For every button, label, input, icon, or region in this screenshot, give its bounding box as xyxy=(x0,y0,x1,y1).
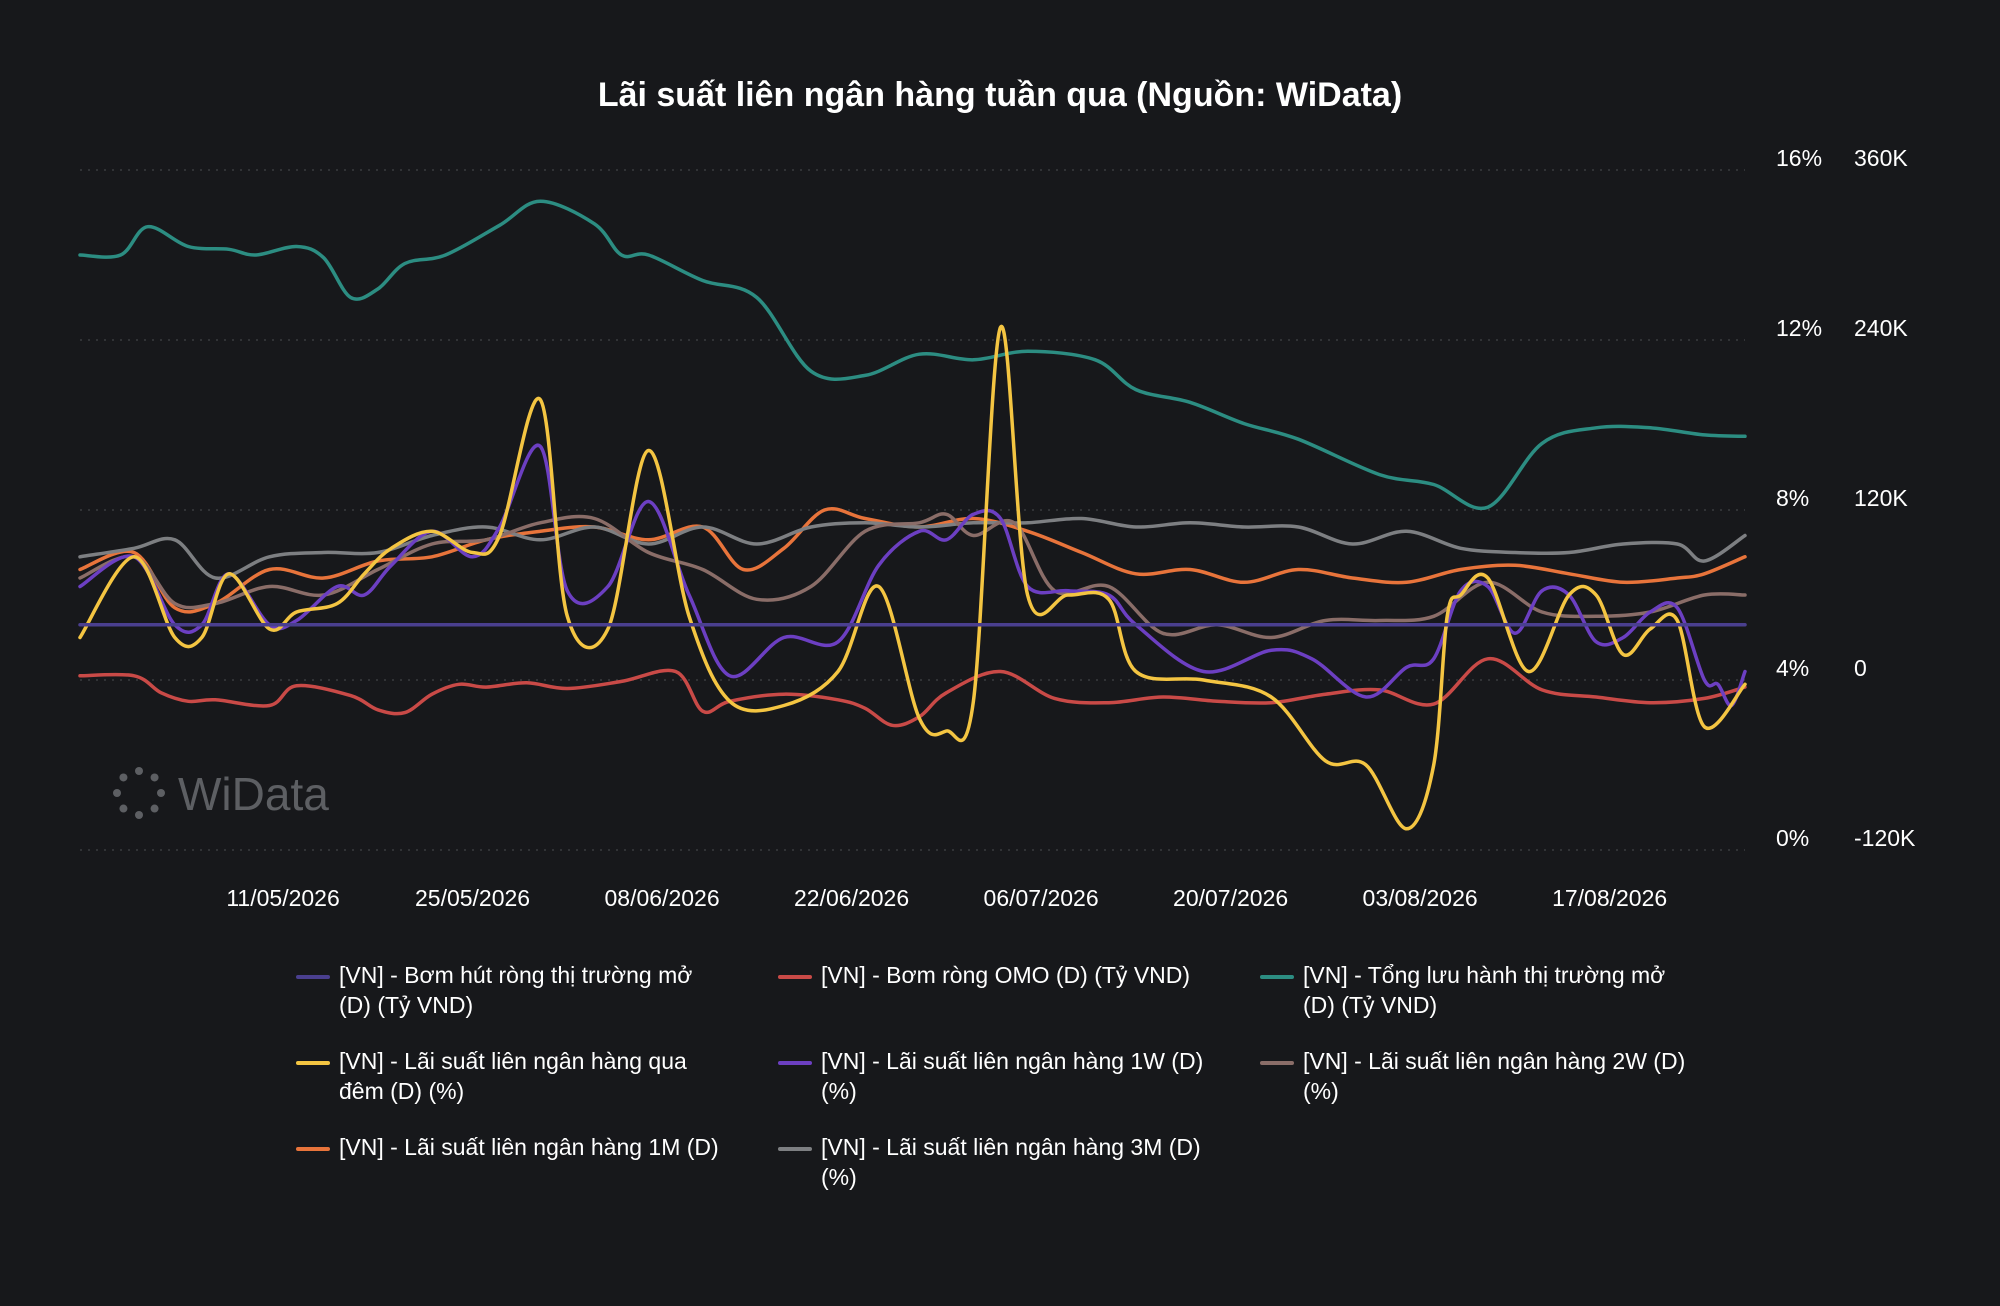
y-tick-right: 240K xyxy=(1854,315,1908,341)
y-tick-left: 0% xyxy=(1776,825,1809,851)
legend-item[interactable]: [VN] - Lãi suất liên ngân hàng 1W (D) (%… xyxy=(778,1046,1260,1106)
legend-swatch xyxy=(1260,1061,1294,1065)
watermark-logo: WiData xyxy=(113,767,329,820)
watermark-dot xyxy=(113,789,121,797)
series-line-1 xyxy=(78,657,1747,728)
legend-swatch xyxy=(778,1061,812,1065)
watermark-dot xyxy=(150,804,159,813)
watermark-dot xyxy=(157,789,165,797)
legend-item[interactable]: [VN] - Tổng lưu hành thị trường mở (D) (… xyxy=(1260,960,1742,1020)
x-tick-label: 08/06/2026 xyxy=(605,885,720,911)
x-axis-labels: 11/05/2026 25/05/2026 08/06/2026 22/06/2026… xyxy=(226,885,1667,911)
y-tick-left: 4% xyxy=(1776,655,1809,681)
series-line-4 xyxy=(78,443,1747,708)
chart-legend: [VN] - Bơm hút ròng thị trường mở (D) (T… xyxy=(296,960,1756,1192)
legend-swatch xyxy=(296,975,330,979)
y-axis-left-labels: 16% 12% 8% 4% 0% xyxy=(1776,145,1822,851)
legend-label: [VN] - Tổng lưu hành thị trường mở (D) (… xyxy=(1303,962,1666,1018)
watermark-dot xyxy=(150,773,159,782)
y-tick-right: 0 xyxy=(1854,655,1867,681)
legend-item[interactable]: [VN] - Lãi suất liên ngân hàng 3M (D) (%… xyxy=(778,1132,1260,1192)
legend-label: [VN] - Lãi suất liên ngân hàng 1M (D) xyxy=(339,1134,719,1160)
x-tick-label: 17/08/2026 xyxy=(1552,885,1667,911)
legend-swatch xyxy=(778,1147,812,1151)
x-tick-label: 06/07/2026 xyxy=(984,885,1099,911)
series-line-5 xyxy=(78,512,1747,640)
watermark-text: WiData xyxy=(178,768,329,820)
legend-label: [VN] - Lãi suất liên ngân hàng 3M (D) (%… xyxy=(821,1134,1201,1190)
series-line-2 xyxy=(78,199,1747,511)
x-tick-label: 20/07/2026 xyxy=(1173,885,1288,911)
legend-label: [VN] - Lãi suất liên ngân hàng 1W (D) (%… xyxy=(821,1048,1204,1104)
watermark-dot xyxy=(135,767,143,775)
legend-swatch xyxy=(778,975,812,979)
y-tick-right: 360K xyxy=(1854,145,1908,171)
series-lines xyxy=(78,199,1747,831)
series-line-6 xyxy=(78,507,1747,614)
legend-item[interactable]: [VN] - Lãi suất liên ngân hàng qua đêm (… xyxy=(296,1046,778,1106)
y-tick-right: 120K xyxy=(1854,485,1908,511)
legend-swatch xyxy=(1260,975,1294,979)
x-tick-label: 11/05/2026 xyxy=(226,885,339,911)
y-tick-right: -120K xyxy=(1854,825,1916,851)
y-tick-left: 12% xyxy=(1776,315,1822,341)
y-axis-right-labels: 360K 240K 120K 0 -120K xyxy=(1854,145,1916,851)
chart-title: Lãi suất liên ngân hàng tuần qua (Nguồn:… xyxy=(598,76,1402,114)
legend-label: [VN] - Bơm hút ròng thị trường mở (D) (T… xyxy=(339,962,693,1018)
legend-item[interactable]: [VN] - Bơm hút ròng thị trường mở (D) (T… xyxy=(296,960,778,1020)
legend-item[interactable]: [VN] - Lãi suất liên ngân hàng 2W (D) (%… xyxy=(1260,1046,1742,1106)
grid-lines xyxy=(80,169,1745,851)
x-tick-label: 25/05/2026 xyxy=(415,885,530,911)
legend-item[interactable]: [VN] - Bơm ròng OMO (D) (Tỷ VND) xyxy=(778,960,1260,1020)
watermark-dots-icon xyxy=(113,767,165,819)
x-tick-label: 03/08/2026 xyxy=(1363,885,1478,911)
y-tick-left: 16% xyxy=(1776,145,1822,171)
x-tick-label: 22/06/2026 xyxy=(794,885,909,911)
y-tick-left: 8% xyxy=(1776,485,1809,511)
watermark-dot xyxy=(119,804,128,813)
legend-item[interactable]: [VN] - Lãi suất liên ngân hàng 1M (D) xyxy=(296,1132,778,1192)
legend-swatch xyxy=(296,1061,330,1065)
series-line-7 xyxy=(78,516,1747,580)
legend-label: [VN] - Lãi suất liên ngân hàng qua đêm (… xyxy=(339,1048,687,1104)
watermark-dot xyxy=(135,811,143,819)
watermark-dot xyxy=(119,773,128,782)
legend-label: [VN] - Bơm ròng OMO (D) (Tỷ VND) xyxy=(821,962,1191,988)
series-line-3 xyxy=(78,324,1747,831)
legend-swatch xyxy=(296,1147,330,1151)
legend-label: [VN] - Lãi suất liên ngân hàng 2W (D) (%… xyxy=(1303,1048,1686,1104)
